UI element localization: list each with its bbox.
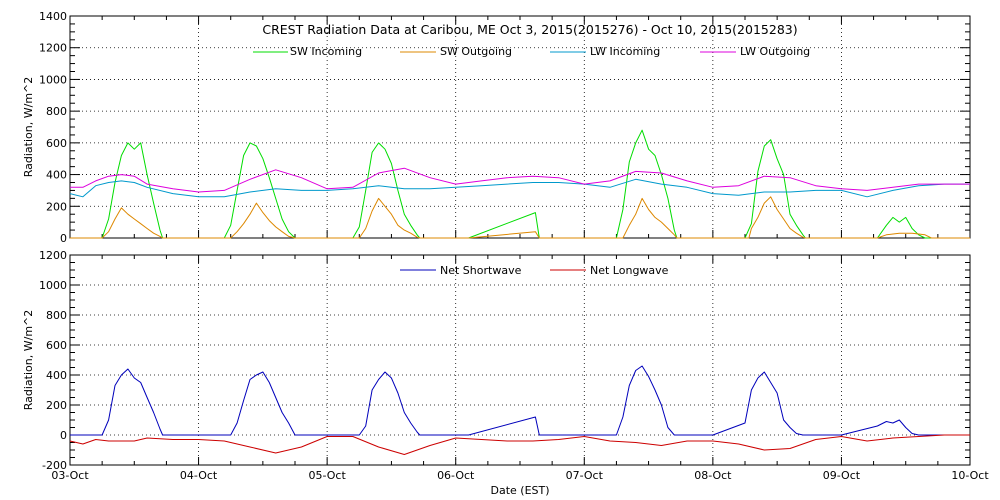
series-line-lw-outgoing bbox=[70, 167, 970, 193]
bottom-gridlines bbox=[70, 255, 970, 465]
top-y-tick-label: 0 bbox=[60, 232, 67, 245]
x-tick-label: 03-Oct bbox=[51, 469, 89, 482]
top-plot-frame bbox=[69, 15, 971, 239]
top-y-tick-label: 1200 bbox=[39, 42, 67, 55]
bottom-y-tick-label: 800 bbox=[46, 309, 67, 322]
series-line-net-shortwave bbox=[70, 365, 970, 436]
legend-label-sw-outgoing: SW Outgoing bbox=[440, 45, 512, 58]
legend-label-sw-incoming: SW Incoming bbox=[290, 45, 362, 58]
top-y-tick-label: 200 bbox=[46, 200, 67, 213]
bottom-y-tick-label: 400 bbox=[46, 369, 67, 382]
top-series-lines bbox=[69, 129, 970, 239]
top-y-tick-label: 1000 bbox=[39, 73, 67, 86]
x-axis-label: Date (EST) bbox=[490, 484, 549, 497]
bottom-plot-frame bbox=[69, 254, 971, 466]
top-gridlines bbox=[70, 16, 970, 238]
bottom-series-lines bbox=[69, 365, 970, 455]
bottom-y-tick-label: -200 bbox=[42, 459, 67, 472]
x-tick-label: 06-Oct bbox=[437, 469, 475, 482]
bottom-y-axis-label: Radiation, W/m^2 bbox=[22, 310, 35, 411]
bottom-legend: Net Shortwave Net Longwave bbox=[400, 264, 669, 277]
top-y-tick-label: 600 bbox=[46, 137, 67, 150]
legend-label-net-shortwave: Net Shortwave bbox=[440, 264, 522, 277]
series-line-sw-outgoing bbox=[70, 196, 970, 239]
top-legend: SW Incoming SW Outgoing LW Incoming LW O… bbox=[253, 45, 810, 58]
bottom-y-tick-label: 0 bbox=[60, 429, 67, 442]
bottom-panel: 03-Oct 04-Oct 05-Oct 06-Oct 07-Oct 08-Oct 09-O… bbox=[22, 249, 989, 497]
legend-label-lw-incoming: LW Incoming bbox=[590, 45, 660, 58]
x-tick-label: 09-Oct bbox=[823, 469, 861, 482]
series-line-lw-incoming bbox=[69, 178, 970, 198]
series-line-net-longwave bbox=[69, 434, 970, 455]
x-tick-label: 07-Oct bbox=[566, 469, 604, 482]
x-tick-label: 04-Oct bbox=[180, 469, 218, 482]
x-tick-label: 05-Oct bbox=[308, 469, 346, 482]
chart-title: CREST Radiation Data at Caribou, ME Oct … bbox=[262, 22, 797, 37]
legend-label-net-longwave: Net Longwave bbox=[590, 264, 669, 277]
legend-label-lw-outgoing: LW Outgoing bbox=[740, 45, 810, 58]
x-tick-label: 08-Oct bbox=[694, 469, 732, 482]
bottom-y-tick-label: 200 bbox=[46, 399, 67, 412]
top-y-axis-label: Radiation, W/m^2 bbox=[22, 77, 35, 178]
top-axis-ticks: 0 200 400 600 800 1000 1200 1400 bbox=[39, 10, 971, 245]
top-y-tick-label: 400 bbox=[46, 169, 67, 182]
bottom-y-tick-label: 600 bbox=[46, 339, 67, 352]
x-tick-label: 10-Oct bbox=[951, 469, 989, 482]
top-y-tick-label: 800 bbox=[46, 105, 67, 118]
bottom-y-tick-label: 1200 bbox=[39, 249, 67, 262]
bottom-axis-ticks: 03-Oct 04-Oct 05-Oct 06-Oct 07-Oct 08-Oct 09-O… bbox=[39, 249, 989, 482]
bottom-y-tick-label: 1000 bbox=[39, 279, 67, 292]
top-y-tick-label: 1400 bbox=[39, 10, 67, 23]
top-panel: 0 200 400 600 800 1000 1200 1400 CREST Radiatio… bbox=[22, 10, 971, 245]
